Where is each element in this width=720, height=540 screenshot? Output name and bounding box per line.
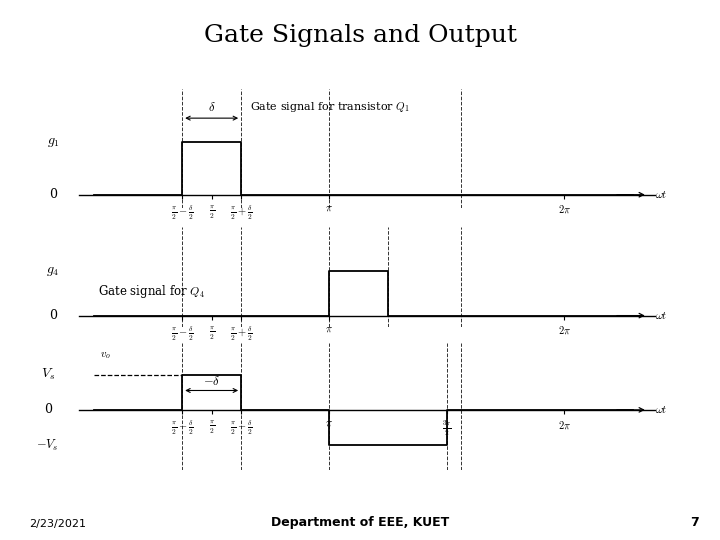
Text: $\omega t$: $\omega t$: [655, 404, 667, 415]
Text: $\omega t$: $\omega t$: [655, 189, 667, 200]
Text: $-V_s$: $-V_s$: [37, 437, 59, 453]
Text: $\delta$: $\delta$: [208, 101, 215, 114]
Text: $g_4$: $g_4$: [46, 264, 60, 278]
Text: 0: 0: [44, 403, 52, 416]
Text: $g_1$: $g_1$: [47, 135, 59, 149]
Text: $v_o$: $v_o$: [100, 350, 111, 361]
Text: $-\delta$: $-\delta$: [203, 375, 220, 388]
Text: 2/23/2021: 2/23/2021: [29, 519, 86, 529]
Text: 0: 0: [49, 309, 57, 322]
Text: Gate signal for transistor $Q_1$: Gate signal for transistor $Q_1$: [250, 100, 410, 114]
Text: 7: 7: [690, 516, 698, 529]
Text: 0: 0: [49, 188, 57, 201]
Text: $V_s$: $V_s$: [41, 367, 55, 382]
Text: Gate signal for $Q_4$: Gate signal for $Q_4$: [98, 282, 205, 300]
Text: $\omega t$: $\omega t$: [655, 310, 667, 321]
Text: Gate Signals and Output: Gate Signals and Output: [204, 24, 516, 48]
Text: Department of EEE, KUET: Department of EEE, KUET: [271, 516, 449, 529]
